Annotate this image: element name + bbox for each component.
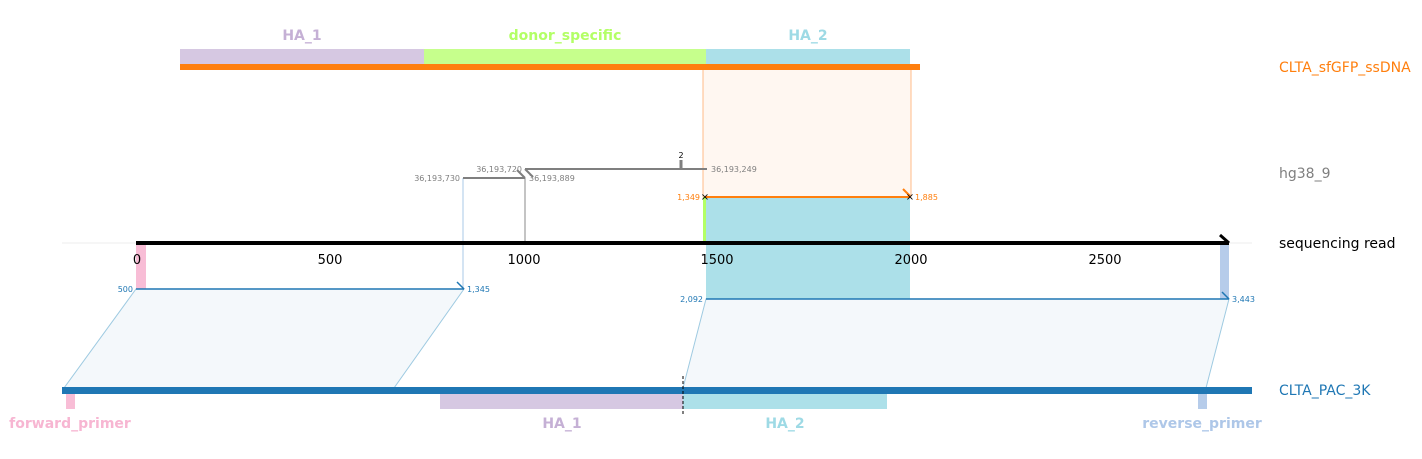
read-tick-2000: 2000 [894,253,927,268]
donor-projection-region [702,66,912,198]
donor-feature-donor-specific [424,49,706,65]
donor-feature-ha1 [180,49,424,65]
read-axis-arrow [1219,233,1230,245]
hg38-arrow-2 [524,168,534,178]
track-label-pac: CLTA_PAC_3K [1279,383,1371,399]
read-tick-500: 500 [318,253,343,268]
hg38-label-36193720: 36,193,720 [476,165,522,174]
pac-feature-label-ha2: HA_2 [765,416,804,432]
pac-right-end-label: 3,443 [1232,295,1255,304]
pac-feature-ha1 [440,393,683,409]
pac-left-end-label: 1,345 [467,285,490,294]
pac-feature-label-reverse-primer: reverse_primer [1142,416,1262,432]
donor-alignment-end-marker: × [906,192,914,203]
pac-feature-forward-primer [66,393,75,409]
pac-left-projection [63,288,465,389]
hg38-count-label: 2 [678,151,683,160]
pac-right-alignment-arrow [1221,291,1230,300]
pac-right-projection [682,298,1230,389]
hg38-alignments [462,160,707,289]
read-ha2-region [706,197,910,299]
pac-left-alignment-arrow [456,281,465,290]
read-donor-specific-sliver [703,197,706,243]
pac-feature-label-ha1: HA_1 [542,416,581,432]
donor-feature-ha2 [706,49,910,65]
donor-feature-label-ha1: HA_1 [282,28,321,44]
pac-track-line [62,387,1252,394]
donor-alignment-arrow [902,188,911,197]
donor-feature-label-ha2: HA_2 [788,28,827,44]
read-reverse-primer-mark [1220,243,1229,299]
track-label-donor: CLTA_sfGFP_ssDNA [1279,60,1411,76]
read-forward-primer-mark [136,243,146,289]
pac-left-start-label: 500 [118,285,133,294]
read-tick-2500: 2500 [1088,253,1121,268]
read-tick-1500: 1500 [700,253,733,268]
pac-feature-ha2 [683,393,887,409]
hg38-arrow-1 [516,169,526,179]
donor-feature-label-donor-specific: donor_specific [509,28,622,44]
pac-right-start-label: 2,092 [680,295,703,304]
donor-track-line [180,64,920,70]
track-label-hg38: hg38_9 [1279,166,1330,182]
donor-alignment-end-label: 1,885 [915,193,938,202]
hg38-label-36193249: 36,193,249 [711,165,757,174]
hg38-label-36193730: 36,193,730 [414,174,460,183]
read-tick-1000: 1000 [507,253,540,268]
read-tick-0: 0 [133,253,141,268]
pac-feature-reverse-primer [1198,393,1207,409]
hg38-label-36193889: 36,193,889 [529,174,575,183]
donor-alignment-start-marker: × [701,192,709,203]
track-label-read: sequencing read [1279,236,1395,252]
donor-alignment-start-label: 1,349 [677,193,700,202]
pac-feature-label-forward-primer: forward_primer [9,416,131,432]
